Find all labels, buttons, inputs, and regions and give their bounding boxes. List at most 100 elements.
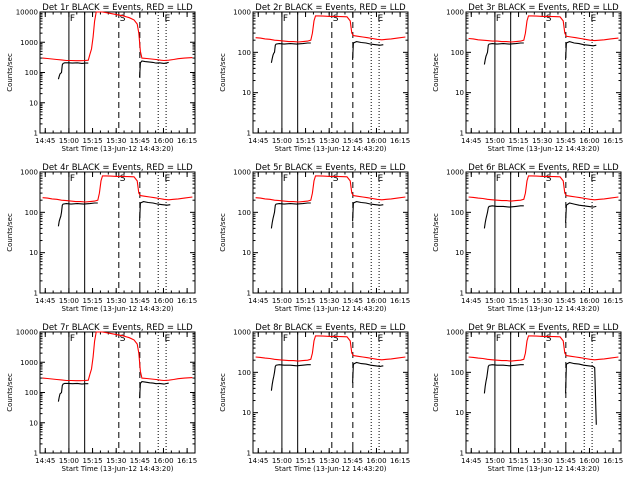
y-tick-label: 10000	[16, 329, 38, 337]
y-axis-label: Counts/sec	[6, 373, 14, 412]
plot-frame	[465, 11, 622, 134]
x-tick-label: 15:30	[319, 457, 339, 465]
marker-label: S	[546, 14, 552, 24]
detector-panel: Det 8r BLACK = Events, RED = LLD 14:45 15:…	[219, 323, 410, 473]
x-tick-label: 16:00	[153, 297, 173, 305]
detector-panel: Det 9r BLACK = Events, RED = LLD 14:45 15:…	[432, 323, 623, 473]
y-tick-label: 1	[34, 290, 38, 298]
x-tick-label: 16:15	[603, 457, 623, 465]
marker-label: F	[496, 334, 501, 344]
y-tick-label: 1	[460, 130, 464, 138]
x-tick-label: 15:00	[59, 137, 79, 145]
marker-label: S	[546, 334, 552, 344]
panel-title: Det 6r BLACK = Events, RED = LLD	[468, 163, 619, 173]
marker-label: E	[164, 334, 170, 344]
marker-label: E	[377, 174, 383, 184]
plot-frame	[252, 331, 409, 454]
x-tick-label: 15:15	[82, 297, 102, 305]
y-tick-label: 100	[238, 369, 251, 377]
lld-series-line	[42, 175, 193, 203]
x-tick-label: 16:00	[153, 137, 173, 145]
y-tick-label: 10	[242, 89, 251, 97]
y-tick-label: 1	[34, 450, 38, 458]
y-tick-label: 100	[25, 209, 38, 217]
y-axis-label: Counts/sec	[432, 213, 440, 252]
detector-panel: Det 7r BLACK = Events, RED = LLD 14:45 15:…	[6, 323, 197, 473]
x-tick-label: 16:15	[177, 457, 197, 465]
x-tick-label: 15:45	[130, 137, 150, 145]
y-tick-label: 10	[455, 249, 464, 257]
y-axis-label: Counts/sec	[219, 213, 227, 252]
panel-title: Det 4r BLACK = Events, RED = LLD	[42, 163, 193, 173]
events-series-line	[483, 42, 524, 65]
marker-label: S	[333, 14, 339, 24]
x-tick-label: 16:00	[366, 137, 386, 145]
lld-series-line	[42, 11, 193, 62]
events-series-line	[57, 62, 89, 80]
x-tick-label: 14:45	[248, 297, 268, 305]
x-tick-label: 16:15	[177, 137, 197, 145]
x-tick-label: 15:45	[556, 457, 576, 465]
events-series-line	[139, 201, 171, 222]
events-series-line	[270, 364, 311, 391]
x-tick-label: 15:30	[319, 137, 339, 145]
events-series-line	[352, 361, 384, 383]
x-tick-label: 15:30	[106, 457, 126, 465]
x-tick-label: 14:45	[461, 457, 481, 465]
y-tick-label: 10	[29, 99, 38, 107]
x-tick-label: 15:15	[508, 457, 528, 465]
panel-title: Det 8r BLACK = Events, RED = LLD	[255, 323, 406, 333]
panel-title: Det 3r BLACK = Events, RED = LLD	[468, 3, 619, 13]
x-axis-label: Start Time (13-Jun-12 14:43:20)	[62, 145, 174, 153]
panel-title: Det 1r BLACK = Events, RED = LLD	[42, 3, 193, 13]
marker-label: F	[70, 174, 75, 184]
events-series-line	[352, 201, 384, 222]
marker-label: E	[590, 334, 596, 344]
x-tick-label: 15:45	[343, 297, 363, 305]
y-tick-label: 100	[451, 369, 464, 377]
y-axis-label: Counts/sec	[6, 213, 14, 252]
marker-label: S	[333, 334, 339, 344]
y-tick-label: 100	[25, 69, 38, 77]
plot-frame	[252, 171, 409, 294]
lld-series-line	[255, 335, 406, 362]
y-tick-label: 100	[238, 49, 251, 57]
detector-panel: Det 5r BLACK = Events, RED = LLD 14:45 15:…	[219, 163, 410, 313]
marker-label: E	[377, 334, 383, 344]
events-series-line	[270, 42, 311, 63]
x-axis-label: Start Time (13-Jun-12 14:43:20)	[488, 145, 600, 153]
x-tick-label: 15:00	[485, 137, 505, 145]
y-tick-label: 1000	[446, 329, 464, 337]
y-axis-label: Counts/sec	[432, 373, 440, 412]
y-tick-label: 1000	[233, 9, 251, 17]
marker-label: F	[496, 14, 501, 24]
x-tick-label: 15:15	[82, 457, 102, 465]
x-axis-label: Start Time (13-Jun-12 14:43:20)	[488, 305, 600, 313]
y-tick-label: 10	[455, 409, 464, 417]
x-tick-label: 15:30	[106, 297, 126, 305]
events-series-line	[352, 41, 384, 60]
y-tick-label: 1000	[233, 329, 251, 337]
x-tick-label: 16:00	[153, 457, 173, 465]
plot-frame	[39, 331, 196, 454]
events-series-line	[565, 361, 597, 425]
events-series-line	[57, 202, 98, 227]
panel-title: Det 7r BLACK = Events, RED = LLD	[42, 323, 193, 333]
x-tick-label: 16:00	[366, 297, 386, 305]
marker-label: F	[283, 334, 288, 344]
x-tick-label: 16:00	[366, 457, 386, 465]
x-tick-label: 14:45	[35, 297, 55, 305]
x-tick-label: 15:45	[343, 137, 363, 145]
marker-label: E	[590, 174, 596, 184]
y-tick-label: 1	[460, 450, 464, 458]
x-tick-label: 16:15	[177, 297, 197, 305]
x-tick-label: 15:30	[532, 297, 552, 305]
marker-label: E	[164, 174, 170, 184]
y-tick-label: 100	[25, 389, 38, 397]
x-axis-label: Start Time (13-Jun-12 14:43:20)	[488, 465, 600, 473]
y-tick-label: 10	[242, 249, 251, 257]
events-series-line	[270, 202, 311, 229]
lld-series-line	[255, 15, 406, 43]
marker-label: S	[546, 174, 552, 184]
